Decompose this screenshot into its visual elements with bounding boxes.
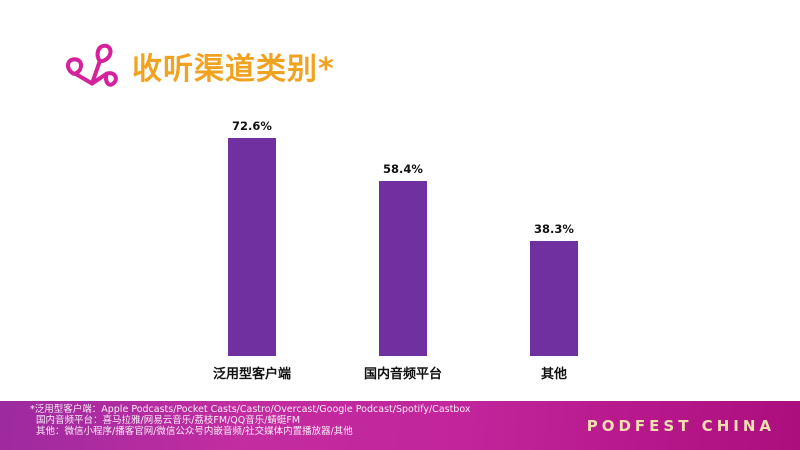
bar-others [530,241,578,356]
bar-generic-clients [228,138,276,356]
bar-category-label: 泛用型客户端 [212,367,291,382]
header: 收听渠道类别* [64,38,335,100]
page-title: 收听渠道类别* [132,51,335,87]
bar-value-label: 38.3% [534,222,574,237]
bar-category-label: 其他 [540,367,567,382]
bar-group-domestic-audio-platforms: 58.4% 国内音频平台 [328,161,478,382]
footnotes: *泛用型客户端：Apple Podcasts/Pocket Casts/Cast… [30,404,470,437]
footnote-line: *泛用型客户端：Apple Podcasts/Pocket Casts/Cast… [30,404,471,415]
footnote-line: 国内音频平台：喜马拉雅/网易云音乐/荔枝FM/QQ音乐/蜻蜓FM [36,414,301,426]
ribbon-knot-icon [65,43,118,87]
bar-value-label: 58.4% [383,161,423,176]
footer: *泛用型客户端：Apple Podcasts/Pocket Casts/Cast… [0,401,800,450]
bar-domestic-audio-platforms [379,180,427,356]
brand-logo-text: PODFEST CHINA [586,417,775,435]
bar-category-label: 国内音频平台 [363,367,442,382]
bar-value-label: 72.6% [232,119,272,134]
bar-group-others: 38.3% 其他 [479,222,629,382]
footnote-line: 其他：微信小程序/播客官网/微信公众号内嵌音频/社交媒体内置播放器/其他 [36,425,353,437]
bar-group-generic-clients: 72.6% 泛用型客户端 [177,119,327,382]
